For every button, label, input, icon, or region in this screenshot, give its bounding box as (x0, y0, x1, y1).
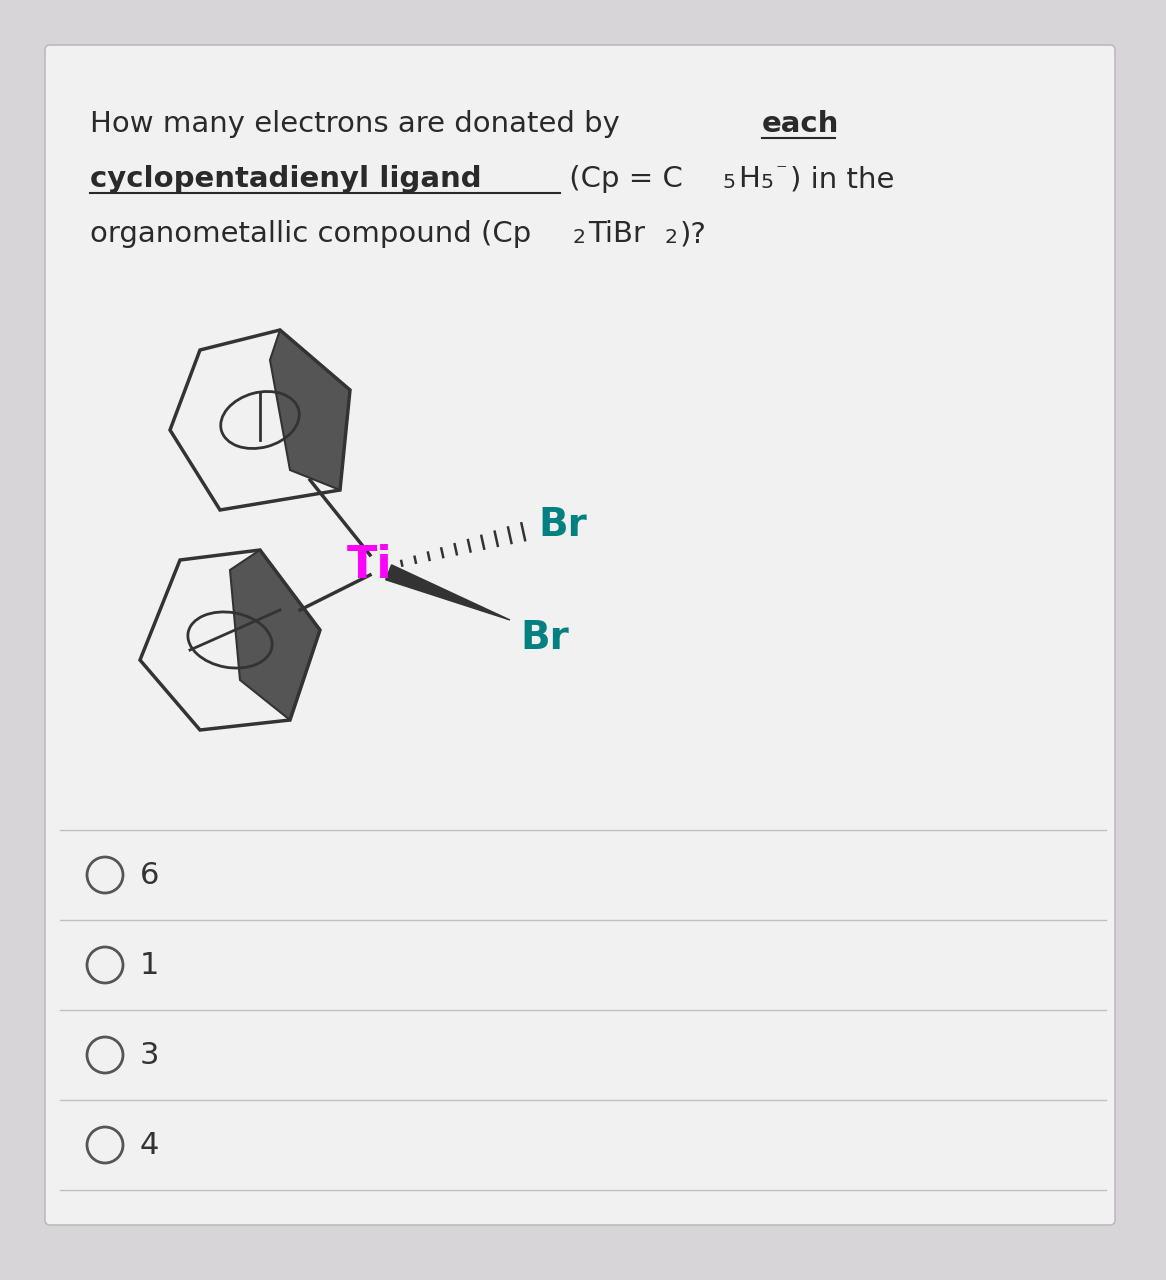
Text: Br: Br (520, 620, 569, 657)
Text: 5: 5 (760, 173, 773, 192)
Text: 5: 5 (722, 173, 735, 192)
Text: TiBr: TiBr (588, 220, 645, 248)
Text: 4: 4 (140, 1130, 160, 1160)
Polygon shape (271, 330, 350, 490)
Text: ) in the: ) in the (791, 165, 894, 193)
Polygon shape (386, 564, 510, 620)
Text: How many electrons are donated by: How many electrons are donated by (90, 110, 630, 138)
FancyBboxPatch shape (45, 45, 1115, 1225)
Text: ⁻: ⁻ (777, 161, 787, 180)
Text: Br: Br (538, 506, 586, 544)
Text: 6: 6 (140, 860, 160, 890)
Text: H: H (738, 165, 760, 193)
Text: 2: 2 (665, 228, 677, 247)
Text: 1: 1 (140, 951, 160, 979)
Text: (Cp = C: (Cp = C (560, 165, 683, 193)
Text: 2: 2 (573, 228, 585, 247)
Text: )?: )? (680, 220, 707, 248)
Polygon shape (230, 550, 319, 719)
Text: cyclopentadienyl ligand: cyclopentadienyl ligand (90, 165, 482, 193)
Text: organometallic compound (Cp: organometallic compound (Cp (90, 220, 532, 248)
Text: Ti: Ti (347, 544, 393, 586)
Text: each: each (763, 110, 840, 138)
Text: 3: 3 (140, 1041, 160, 1070)
